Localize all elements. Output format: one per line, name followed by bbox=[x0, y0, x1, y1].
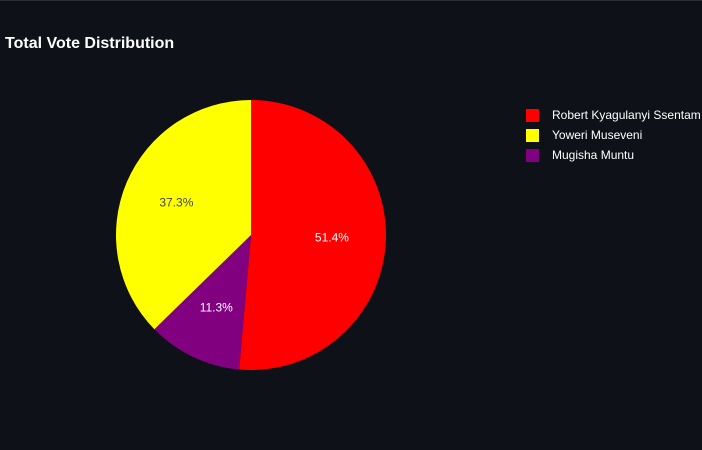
legend-item-robert-kyagulanyi-ssentamu[interactable]: Robert Kyagulanyi Ssentam bbox=[526, 105, 701, 125]
legend: Robert Kyagulanyi Ssentam Yoweri Museveni… bbox=[526, 105, 701, 165]
pie-slice-robert-kyagulanyi-ssentamu[interactable] bbox=[239, 100, 386, 370]
slice-label-robert-kyagulanyi-ssentamu: 51.4% bbox=[315, 231, 349, 245]
legend-item-yoweri-museveni[interactable]: Yoweri Museveni bbox=[526, 125, 701, 145]
pie-slice-mugisha-muntu[interactable] bbox=[154, 235, 251, 370]
slice-label-yoweri-museveni: 37.3% bbox=[159, 196, 193, 210]
legend-swatch bbox=[526, 108, 539, 122]
slice-label-mugisha-muntu: 11.3% bbox=[200, 300, 233, 314]
legend-label: Robert Kyagulanyi Ssentam bbox=[552, 108, 701, 122]
legend-swatch bbox=[526, 128, 539, 142]
chart-title: Total Vote Distribution bbox=[5, 35, 175, 52]
pie-slice-yoweri-museveni[interactable] bbox=[116, 100, 251, 330]
legend-swatch bbox=[526, 148, 539, 162]
legend-label: Yoweri Museveni bbox=[552, 128, 643, 142]
legend-item-mugisha-muntu[interactable]: Mugisha Muntu bbox=[526, 145, 701, 165]
legend-label: Mugisha Muntu bbox=[552, 148, 635, 162]
